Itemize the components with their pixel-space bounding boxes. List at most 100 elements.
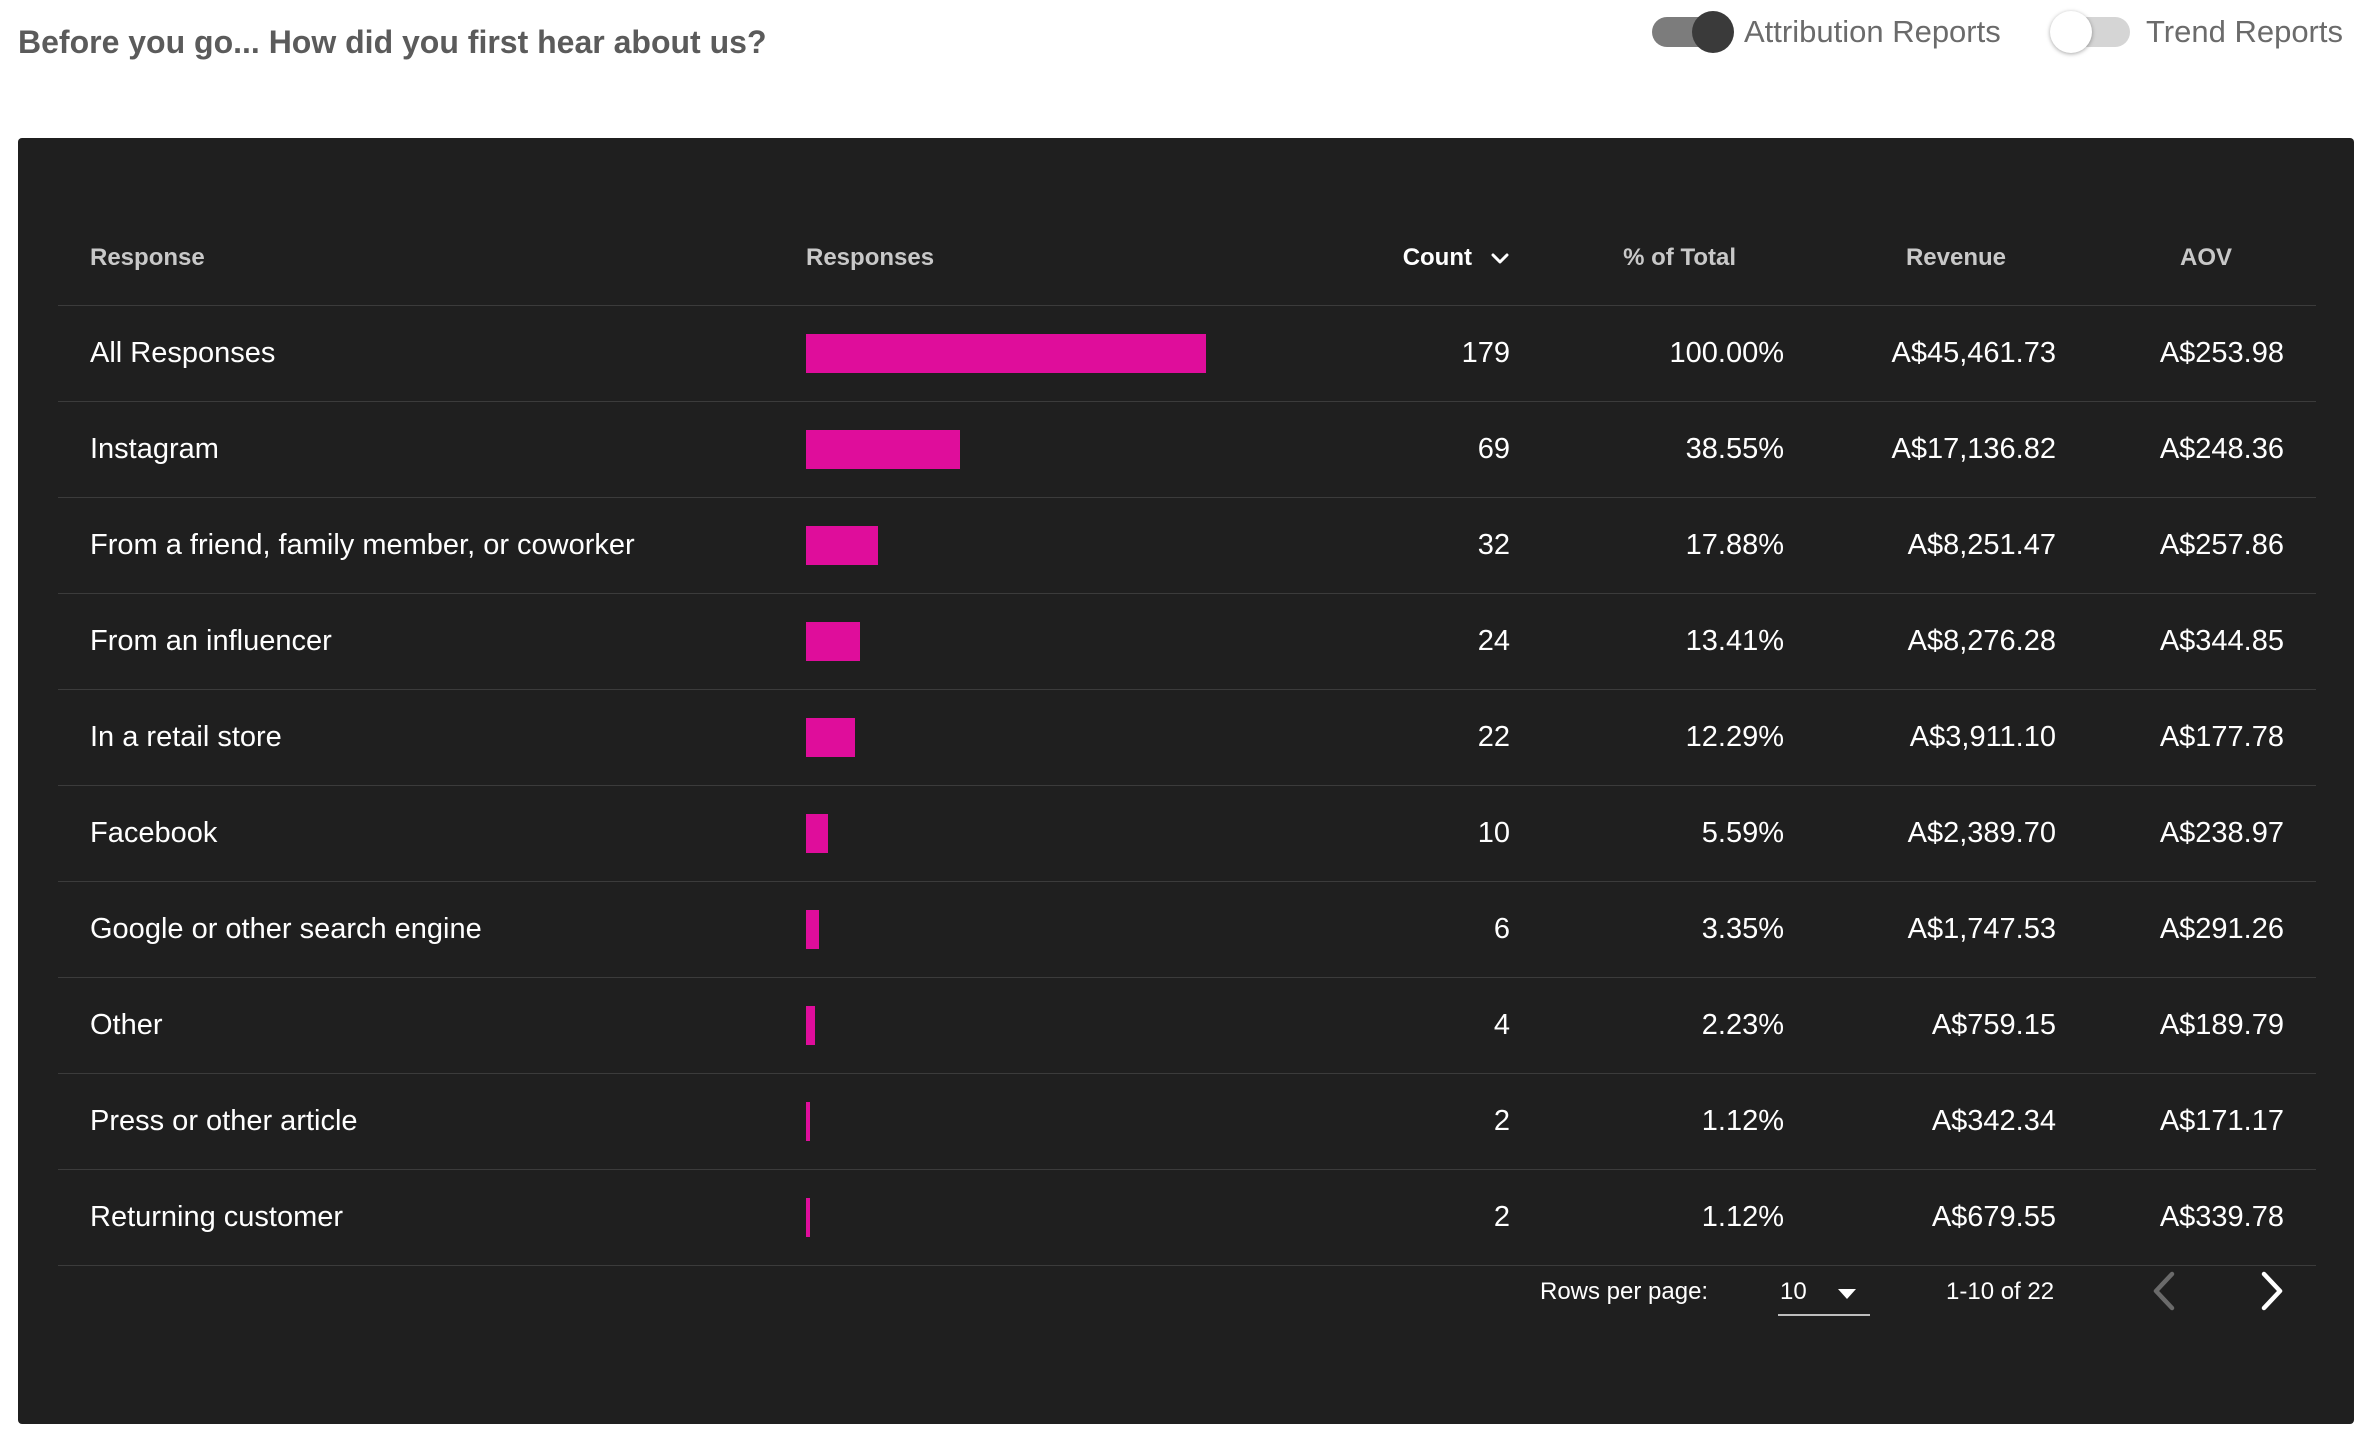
table-row: In a retail store 22 12.29% A$3,911.10 A$177… <box>58 690 2316 786</box>
response-bar <box>806 526 878 565</box>
column-header-revenue[interactable]: Revenue <box>1905 244 2006 271</box>
column-header-response[interactable]: Response <box>90 244 205 271</box>
survey-question-title: Before you go... How did you first hear … <box>18 24 767 60</box>
rows-per-page-label: Rows per page: <box>1540 1278 1709 1305</box>
revenue-cell: A$8,276.28 <box>1907 625 2056 657</box>
table-row: From an influencer 24 13.41% A$8,276.28 A$34… <box>58 594 2316 690</box>
rows-per-page-select[interactable]: 10 <box>1778 1264 1870 1316</box>
count-cell: 4 <box>1493 1009 1510 1041</box>
revenue-cell: A$2,389.70 <box>1907 817 2056 849</box>
revenue-cell: A$1,747.53 <box>1907 913 2056 945</box>
count-cell: 24 <box>1477 625 1510 657</box>
trend-reports-label: Trend Reports <box>2146 14 2343 49</box>
pct-of-total-cell: 38.55% <box>1685 433 1784 465</box>
column-header-pct-of-total[interactable]: % of Total <box>1623 244 1736 271</box>
table-row: Instagram 69 38.55% A$17,136.82 A$248.36 <box>58 402 2316 498</box>
chevron-right-icon <box>2246 1271 2296 1320</box>
response-cell: From a friend, family member, or coworke… <box>90 529 635 561</box>
aov-cell: A$253.98 <box>2159 337 2284 369</box>
trend-reports-toggle-group[interactable]: Trend Reports <box>2050 11 2343 53</box>
pct-of-total-cell: 2.23% <box>1701 1009 1784 1041</box>
revenue-cell: A$342.34 <box>1931 1105 2056 1137</box>
response-bar <box>806 814 829 853</box>
count-cell: 69 <box>1477 433 1510 465</box>
attribution-reports-toggle[interactable] <box>1652 11 1734 53</box>
pct-of-total-cell: 100.00% <box>1669 337 1785 369</box>
top-bar: Before you go... How did you first hear … <box>0 0 2372 136</box>
response-cell: Instagram <box>90 433 219 465</box>
response-cell: From an influencer <box>90 625 332 657</box>
count-cell: 179 <box>1461 337 1510 369</box>
table-row: Press or other article 2 1.12% A$342.34 A$17… <box>58 1074 2316 1170</box>
count-cell: 2 <box>1493 1201 1510 1233</box>
pct-of-total-cell: 1.12% <box>1701 1105 1784 1137</box>
table-row: Google or other search engine 6 3.35% A$1,7… <box>58 882 2316 978</box>
response-cell: Facebook <box>90 817 218 849</box>
pagination-range: 1-10 of 22 <box>1946 1278 2055 1305</box>
table-row: All Responses 179 100.00% A$45,461.73 A$253.… <box>58 306 2316 402</box>
next-page-button[interactable] <box>2246 1266 2296 1316</box>
table-row: Returning customer 2 1.12% A$679.55 A$339.78 <box>58 1170 2316 1266</box>
rows-per-page-value: 10 <box>1780 1278 1807 1305</box>
response-bar-track <box>806 718 1206 757</box>
response-cell: All Responses <box>90 337 276 369</box>
response-bar <box>806 1198 811 1237</box>
attribution-reports-label: Attribution Reports <box>1744 14 2001 49</box>
aov-cell: A$171.17 <box>2159 1105 2284 1137</box>
chevron-left-icon <box>2140 1271 2190 1320</box>
report-panel: Response Responses Count % of Total Reve… <box>18 138 2354 1424</box>
table-body: All Responses 179 100.00% A$45,461.73 A$253.… <box>58 306 2316 1266</box>
revenue-cell: A$679.55 <box>1931 1201 2056 1233</box>
column-header-aov[interactable]: AOV <box>2179 244 2232 271</box>
response-bar-track <box>806 334 1206 373</box>
aov-cell: A$291.26 <box>2159 913 2284 945</box>
pagination: Rows per page: 10 1-10 of 22 <box>18 1240 2354 1360</box>
chevron-down-icon[interactable] <box>1490 245 1510 273</box>
response-bar-track <box>806 1006 1206 1045</box>
response-cell: Other <box>90 1009 163 1041</box>
response-bar-track <box>806 430 1206 469</box>
count-cell: 22 <box>1477 721 1510 753</box>
attribution-reports-toggle-group[interactable]: Attribution Reports <box>1652 11 2001 53</box>
count-cell: 6 <box>1493 913 1510 945</box>
response-bar-track <box>806 1102 1206 1141</box>
count-cell: 32 <box>1477 529 1510 561</box>
aov-cell: A$248.36 <box>2159 433 2284 465</box>
aov-cell: A$344.85 <box>2159 625 2284 657</box>
response-bar <box>806 622 860 661</box>
table-row: Facebook 10 5.59% A$2,389.70 A$238.97 <box>58 786 2316 882</box>
trend-reports-toggle[interactable] <box>2050 11 2130 53</box>
column-header-count[interactable]: Count <box>1403 244 1510 273</box>
response-bar <box>806 430 961 469</box>
pct-of-total-cell: 1.12% <box>1701 1201 1784 1233</box>
response-bar <box>806 334 1206 373</box>
pct-of-total-cell: 3.35% <box>1701 913 1784 945</box>
count-cell: 10 <box>1477 817 1510 849</box>
table-row: From a friend, family member, or coworke… <box>58 498 2316 594</box>
response-cell: Returning customer <box>90 1201 344 1233</box>
pct-of-total-cell: 12.29% <box>1685 721 1784 753</box>
response-bar-track <box>806 1198 1206 1237</box>
pct-of-total-cell: 13.41% <box>1685 625 1784 657</box>
revenue-cell: A$3,911.10 <box>1909 721 2056 753</box>
column-header-count-label: Count <box>1402 244 1472 271</box>
response-bar-track <box>806 622 1206 661</box>
response-bar <box>806 718 856 757</box>
response-bar-track <box>806 526 1206 565</box>
pct-of-total-cell: 17.88% <box>1685 529 1784 561</box>
revenue-cell: A$759.15 <box>1931 1009 2056 1041</box>
pct-of-total-cell: 5.59% <box>1701 817 1784 849</box>
previous-page-button[interactable] <box>2140 1266 2190 1316</box>
response-cell: Google or other search engine <box>90 913 482 945</box>
table-header: Response Responses Count % of Total Reve… <box>58 138 2316 306</box>
revenue-cell: A$45,461.73 <box>1891 337 2056 369</box>
aov-cell: A$177.78 <box>2159 721 2284 753</box>
toggle-knob <box>1692 11 1734 53</box>
aov-cell: A$238.97 <box>2159 817 2284 849</box>
column-header-responses: Responses <box>806 244 935 271</box>
revenue-cell: A$8,251.47 <box>1907 529 2056 561</box>
caret-down-icon <box>1838 1286 1856 1304</box>
response-bar <box>806 1102 811 1141</box>
response-bar-track <box>806 910 1206 949</box>
response-bar <box>806 1006 815 1045</box>
